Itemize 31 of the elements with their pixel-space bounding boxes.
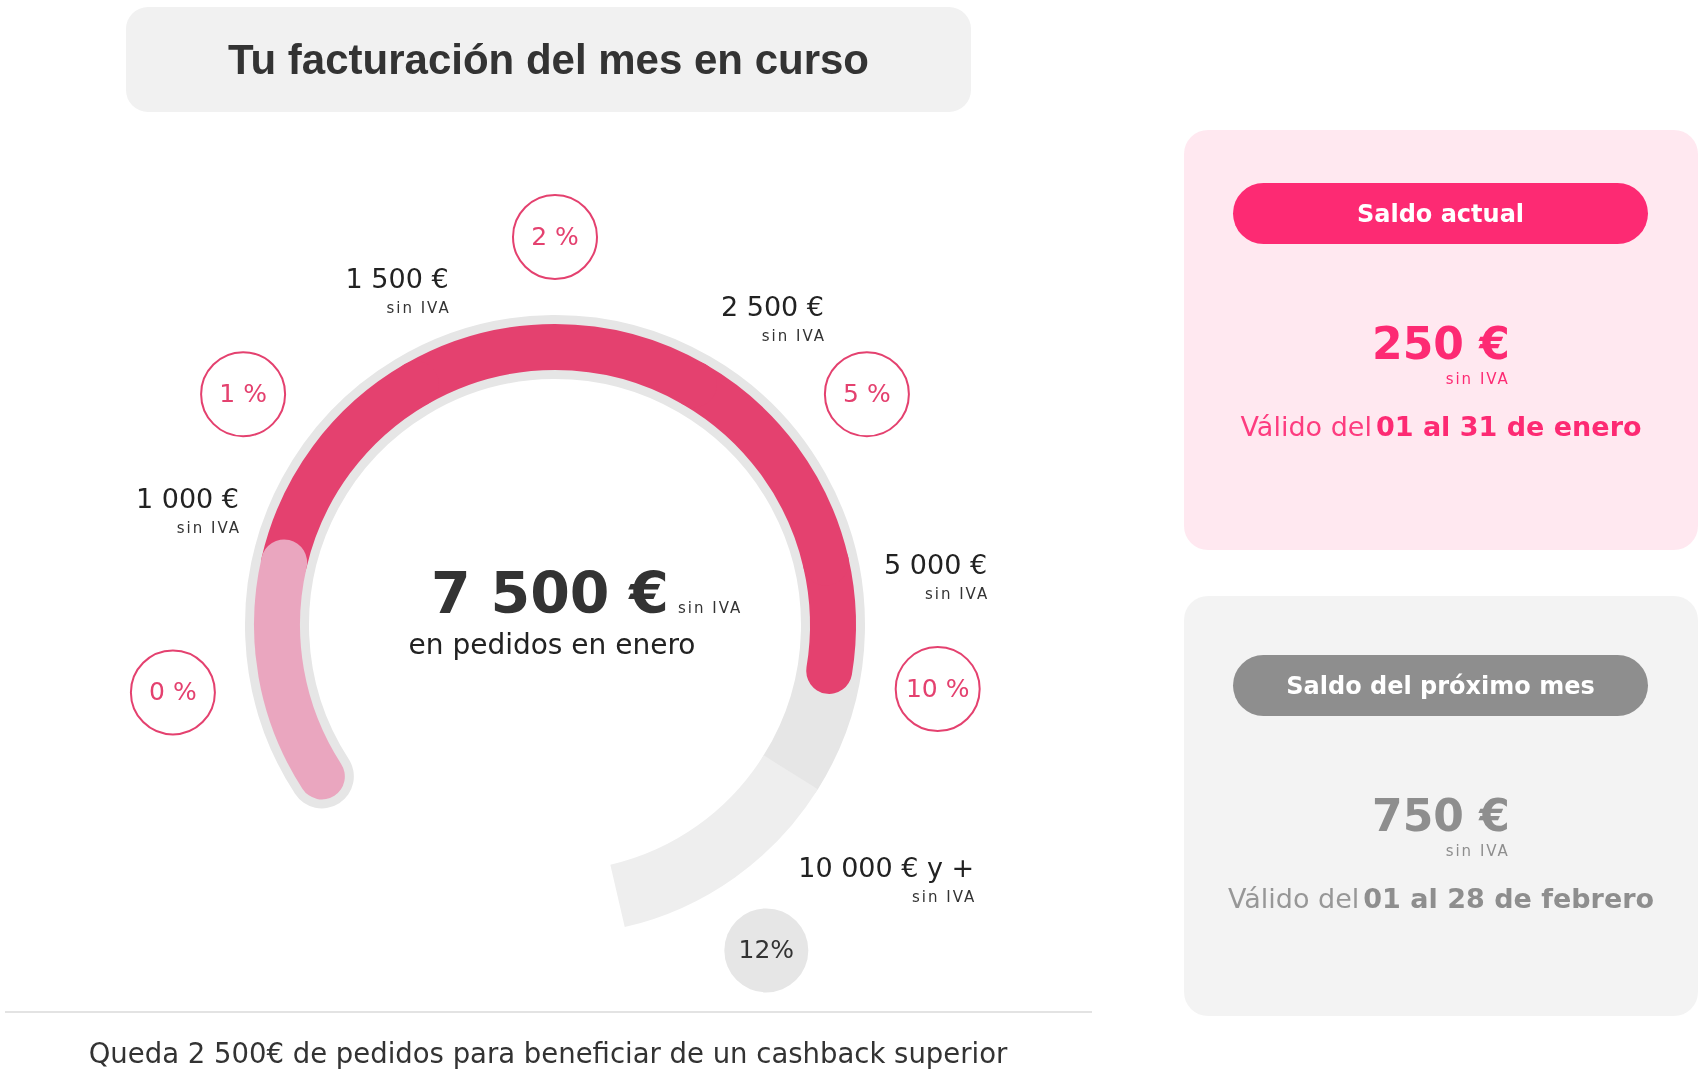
text: sin IVA — [924, 584, 990, 603]
category-label: 12% — [738, 934, 795, 964]
category-label: 5 % — [843, 378, 891, 408]
text: sin IVA — [386, 299, 451, 318]
data-label: 5 000 € — [884, 548, 988, 580]
text: Válido del — [1227, 883, 1360, 914]
text: Queda 2 500€ de pedidos para beneficiar de un cashback superior — [88, 1037, 1008, 1069]
data-label: 2 500 € — [720, 291, 825, 323]
text: sin IVA — [911, 887, 977, 906]
text: en pedidos en enero — [407, 628, 697, 661]
data-label: 10 000 € y + — [798, 851, 975, 883]
category-label: 10 % — [905, 673, 970, 703]
category-label: 1 % — [219, 378, 267, 408]
text: Válido del — [1240, 411, 1372, 442]
text: 750 € — [1372, 790, 1510, 841]
category-label: 2 % — [531, 221, 579, 251]
text: sin IVA — [678, 598, 743, 617]
pill-badge: Saldo del próximo mes — [1233, 655, 1648, 716]
text: 01 al 31 de enero — [1375, 411, 1642, 442]
data-label: 1 500 € — [345, 263, 449, 295]
data-label: 7 500 € — [431, 560, 669, 626]
pill-badge: Saldo actual — [1233, 183, 1648, 244]
text: sin IVA — [176, 518, 242, 537]
text: sin IVA — [1445, 842, 1510, 860]
text: sin IVA — [1445, 370, 1510, 388]
text: Tu facturación del mes en curso — [227, 35, 870, 84]
text: 250 € — [1372, 318, 1510, 369]
data-label: 1 000 € — [135, 482, 240, 514]
category-label: 0 % — [149, 676, 197, 706]
text: 01 al 28 de febrero — [1363, 883, 1655, 914]
text: sin IVA — [761, 327, 827, 346]
